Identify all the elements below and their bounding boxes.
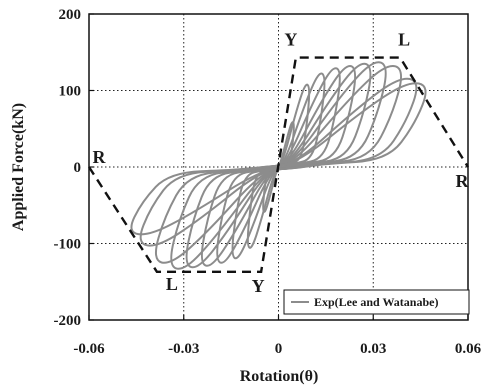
y-tick-label: 100: [59, 84, 82, 100]
y-tick-label: -100: [54, 237, 82, 253]
x-axis-title: Rotation(θ): [240, 368, 319, 385]
envelope-label-y: Y: [252, 276, 265, 296]
envelope-label-l: L: [398, 30, 410, 50]
y-tick-label: -200: [54, 313, 82, 329]
hysteresis-loop-10: [130, 82, 427, 236]
envelope-label-r: R: [93, 147, 107, 167]
x-tick-label: 0.06: [455, 341, 482, 357]
envelope-curve: [87, 56, 470, 274]
x-tick-label: 0.03: [360, 341, 386, 357]
x-tick-label: 0: [275, 341, 283, 357]
y-axis-title: Applied Force(kN): [10, 103, 27, 231]
envelope-label-r: R: [456, 171, 470, 191]
y-tick-label: 200: [59, 7, 82, 23]
legend-box: [283, 289, 470, 315]
envelope-line: [87, 56, 470, 274]
axis-ticks: -0.06 -0.03 0 0.03 0.06 200 100 0 -100 -200: [54, 7, 482, 357]
y-tick-label: 0: [74, 160, 82, 176]
envelope-label-y: Y: [284, 30, 297, 50]
envelope-label-l: L: [166, 274, 178, 294]
x-tick-label: -0.06: [73, 341, 105, 357]
hysteresis-loop-2: [246, 83, 311, 249]
hysteresis-loops: [130, 61, 427, 270]
x-tick-label: -0.03: [168, 341, 199, 357]
envelope-labels: R L Y Y L R: [93, 30, 470, 296]
legend-entry: Exp(Lee and Watanabe): [314, 295, 438, 309]
legend: Exp(Lee and Watanabe): [283, 289, 470, 315]
